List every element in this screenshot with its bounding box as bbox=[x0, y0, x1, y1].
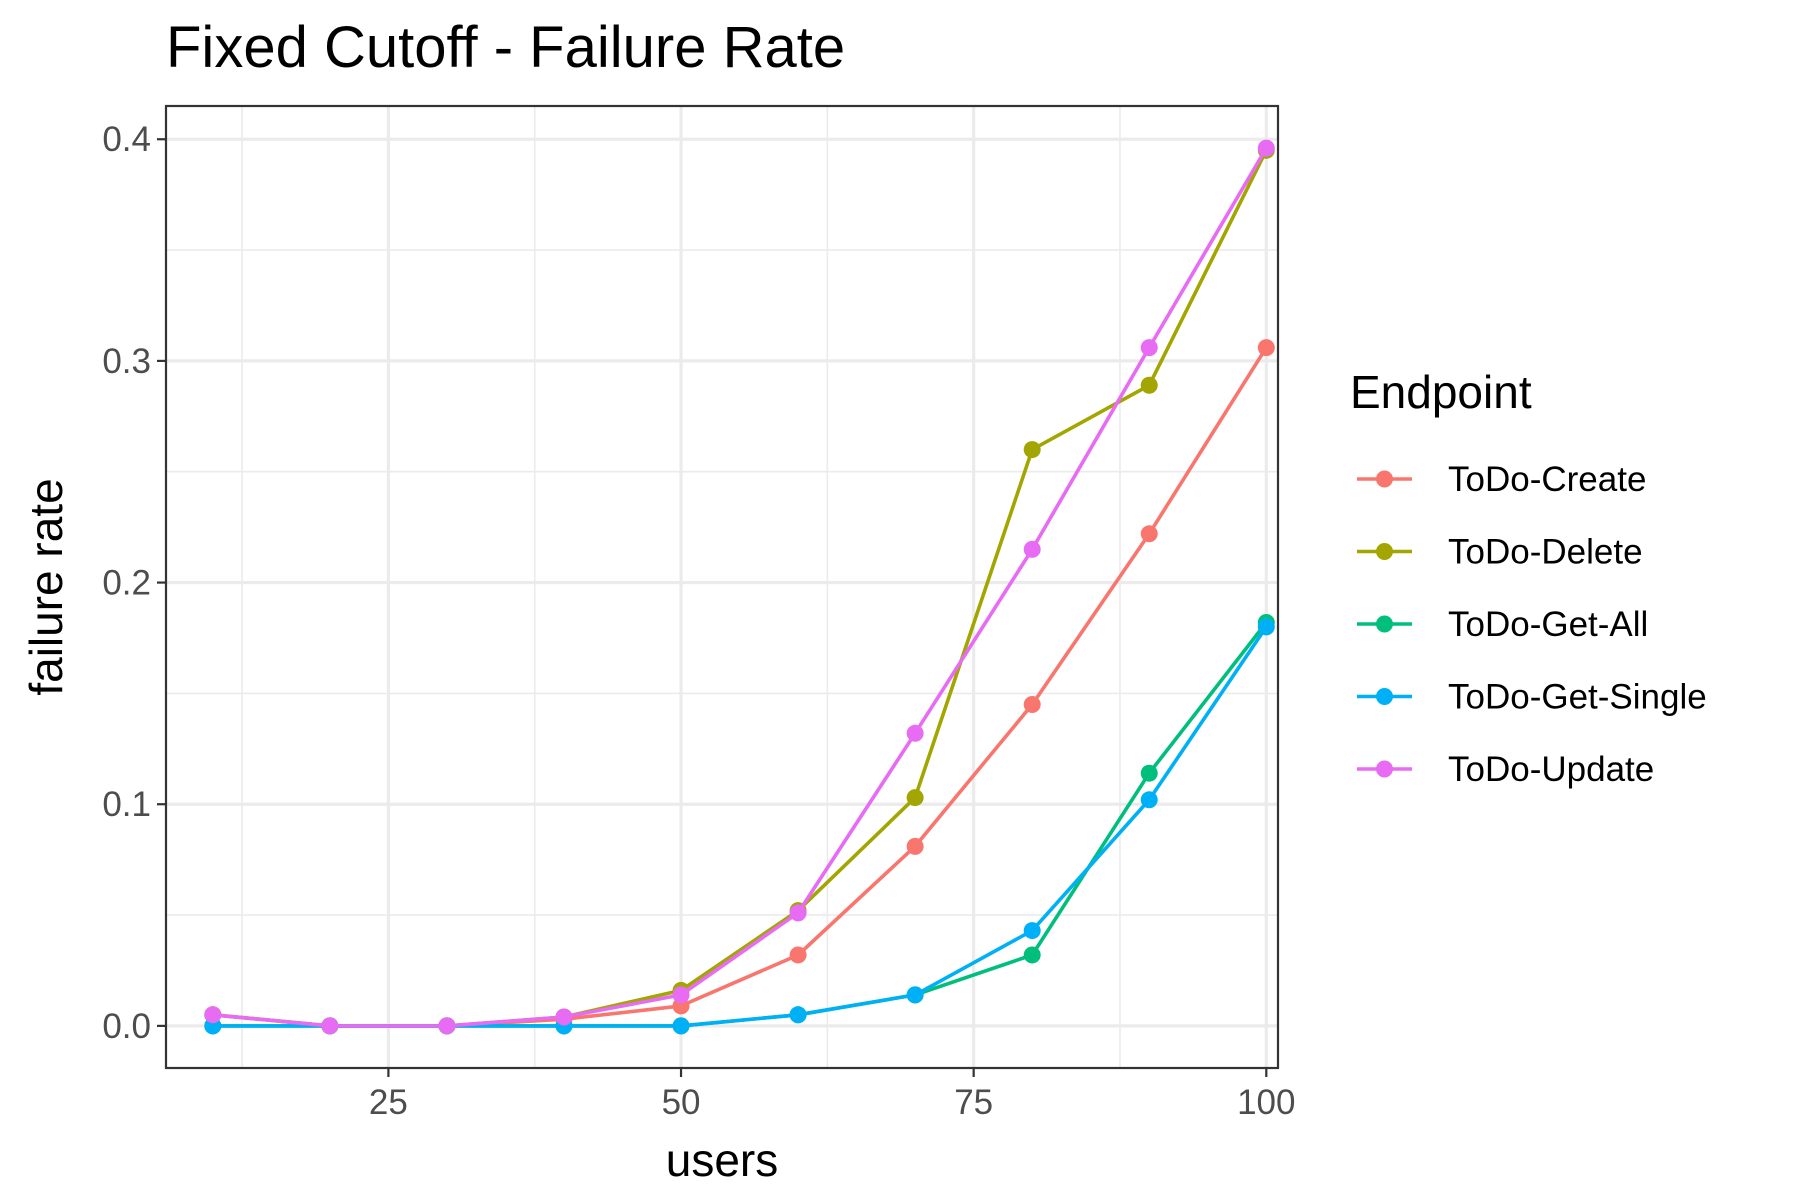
data-point-todo-get-single bbox=[789, 1006, 807, 1024]
data-point-todo-get-all bbox=[1023, 946, 1041, 964]
data-point-todo-delete bbox=[906, 789, 924, 807]
legend-item-todo-update: ToDo-Update bbox=[1357, 750, 1654, 789]
data-point-todo-delete bbox=[1023, 441, 1041, 459]
data-point-todo-update bbox=[438, 1017, 456, 1035]
axis-ticks: 25 50 75 100 0.0 0.1 0.2 0.3 0.4 bbox=[102, 120, 1295, 1122]
data-point-todo-create bbox=[1257, 339, 1275, 357]
legend-key-point bbox=[1376, 760, 1393, 778]
data-point-todo-create bbox=[789, 946, 807, 964]
legend-key-point bbox=[1376, 543, 1393, 560]
data-point-todo-get-single bbox=[1257, 618, 1275, 636]
legend-item-todo-create: ToDo-Create bbox=[1357, 460, 1646, 499]
data-point-todo-get-single bbox=[1140, 791, 1158, 809]
legend-label: ToDo-Create bbox=[1448, 460, 1646, 499]
y-tick-label: 0.0 bbox=[102, 1007, 151, 1046]
y-tick-label: 0.4 bbox=[102, 120, 151, 159]
data-point-todo-update bbox=[1257, 139, 1275, 157]
legend-label: ToDo-Get-Single bbox=[1448, 678, 1707, 717]
data-point-todo-update bbox=[555, 1008, 573, 1026]
y-tick-label: 0.3 bbox=[102, 342, 151, 381]
legend-title: Endpoint bbox=[1350, 366, 1532, 418]
data-point-todo-get-single bbox=[672, 1017, 690, 1035]
data-point-todo-update bbox=[789, 904, 807, 922]
legend: Endpoint ToDo-Create ToDo-Delete ToDo-Get-… bbox=[1350, 366, 1707, 789]
y-tick-label: 0.1 bbox=[102, 785, 151, 824]
legend-label: ToDo-Get-All bbox=[1448, 605, 1648, 644]
data-point-todo-get-all bbox=[1140, 764, 1158, 782]
legend-item-todo-get-single: ToDo-Get-Single bbox=[1357, 678, 1707, 717]
data-point-todo-create bbox=[1023, 695, 1041, 713]
plot-panel bbox=[166, 106, 1278, 1068]
plot-panel-border bbox=[164, 104, 1280, 1070]
legend-item-todo-delete: ToDo-Delete bbox=[1357, 533, 1643, 572]
legend-label: ToDo-Delete bbox=[1448, 533, 1643, 572]
plot-grid bbox=[166, 106, 1278, 1068]
data-point-todo-create bbox=[906, 837, 924, 855]
data-point-todo-update bbox=[321, 1017, 339, 1035]
y-axis-title: failure rate bbox=[20, 478, 72, 695]
chart-title: Fixed Cutoff - Failure Rate bbox=[166, 15, 845, 80]
data-point-todo-update bbox=[204, 1006, 222, 1024]
legend-key-point bbox=[1376, 470, 1393, 488]
legend-key-point bbox=[1376, 615, 1393, 633]
data-point-todo-update bbox=[1023, 540, 1041, 558]
legend-label: ToDo-Update bbox=[1448, 750, 1654, 789]
series-todo-update bbox=[204, 139, 1275, 1035]
legend-key-point bbox=[1376, 688, 1393, 705]
data-point-todo-update bbox=[906, 724, 924, 742]
series-layer bbox=[204, 139, 1275, 1035]
data-point-todo-get-single bbox=[1023, 922, 1041, 940]
data-point-todo-get-single bbox=[906, 986, 924, 1004]
data-point-todo-update bbox=[672, 986, 690, 1004]
series-line-todo-update bbox=[212, 147, 1268, 1028]
data-point-todo-update bbox=[1140, 339, 1158, 357]
y-tick-label: 0.2 bbox=[102, 564, 151, 603]
data-point-todo-delete bbox=[1140, 376, 1158, 394]
x-tick-label: 25 bbox=[369, 1083, 408, 1122]
x-tick-label: 100 bbox=[1237, 1083, 1295, 1122]
x-tick-label: 50 bbox=[662, 1083, 701, 1122]
legend-item-todo-get-all: ToDo-Get-All bbox=[1357, 605, 1648, 644]
data-point-todo-create bbox=[1140, 525, 1158, 543]
x-axis-title: users bbox=[666, 1134, 778, 1186]
x-tick-label: 75 bbox=[954, 1083, 993, 1122]
